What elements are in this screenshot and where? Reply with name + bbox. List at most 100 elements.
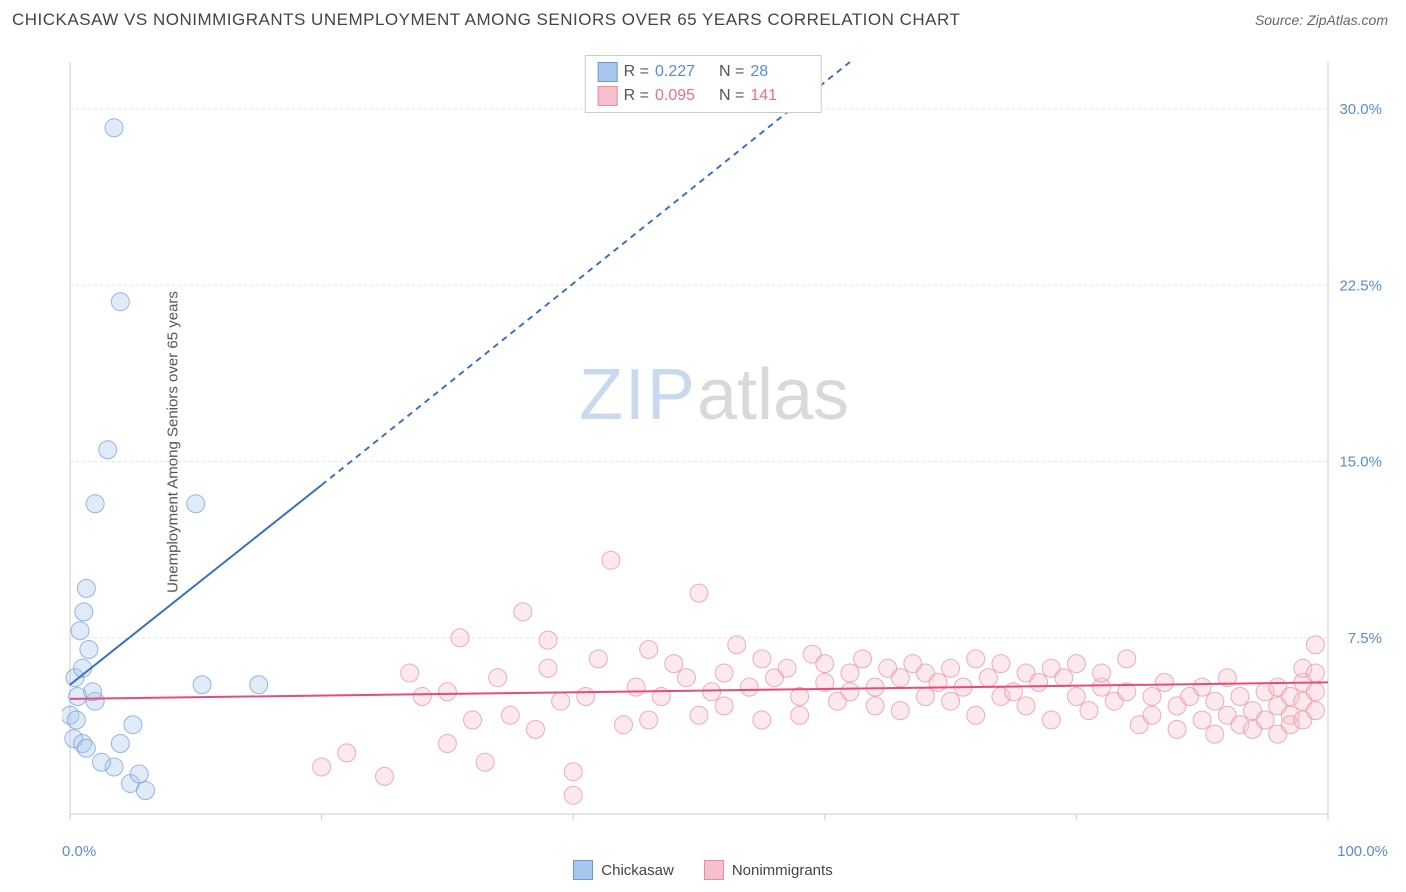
scatter-point <box>514 603 532 621</box>
scatter-point <box>438 683 456 701</box>
scatter-point <box>1143 706 1161 724</box>
scatter-point <box>71 622 89 640</box>
scatter-point <box>552 692 570 710</box>
scatter-point <box>136 782 154 800</box>
svg-text:7.5%: 7.5% <box>1348 630 1382 647</box>
scatter-point <box>929 673 947 691</box>
scatter-point <box>841 683 859 701</box>
x-min-label: 0.0% <box>62 843 96 860</box>
scatter-point <box>338 744 356 762</box>
scatter-point <box>728 636 746 654</box>
scatter-point <box>1143 688 1161 706</box>
scatter-point <box>111 293 129 311</box>
scatter-point <box>967 706 985 724</box>
scatter-point <box>69 688 87 706</box>
scatter-point <box>1193 678 1211 696</box>
scatter-point <box>589 650 607 668</box>
scatter-point <box>1155 673 1173 691</box>
scatter-point <box>376 767 394 785</box>
scatter-point <box>438 735 456 753</box>
legend-label: Chickasaw <box>601 862 674 879</box>
scatter-point <box>1193 711 1211 729</box>
scatter-point <box>1030 673 1048 691</box>
scatter-point <box>816 655 834 673</box>
trend-line-chickasaw-solid <box>70 485 322 685</box>
n-label: N = <box>719 63 744 81</box>
stats-row: R =0.095N =141 <box>598 84 809 108</box>
scatter-point <box>967 650 985 668</box>
x-max-label: 100.0% <box>1337 843 1388 860</box>
scatter-point <box>615 716 633 734</box>
scatter-point <box>1306 664 1324 682</box>
scatter-point <box>854 650 872 668</box>
scatter-point <box>891 702 909 720</box>
scatter-point <box>526 720 544 738</box>
scatter-point <box>791 706 809 724</box>
scatter-point <box>740 678 758 696</box>
stats-swatch <box>598 86 618 106</box>
stats-swatch <box>598 62 618 82</box>
trend-line-chickasaw-dashed <box>322 62 850 485</box>
scatter-point <box>86 495 104 513</box>
scatter-point <box>187 495 205 513</box>
scatter-point <box>1306 702 1324 720</box>
x-axis-labels: 0.0% 100.0% <box>62 843 1388 860</box>
scatter-point <box>99 441 117 459</box>
stats-row: R =0.227N =28 <box>598 60 809 84</box>
scatter-point <box>690 706 708 724</box>
legend-label: Nonimmigrants <box>732 862 833 879</box>
chart-header: CHICKASAW VS NONIMMIGRANTS UNEMPLOYMENT … <box>0 0 1406 38</box>
scatter-point <box>130 765 148 783</box>
scatter-point <box>476 753 494 771</box>
scatter-point <box>67 711 85 729</box>
scatter-point <box>451 629 469 647</box>
scatter-point <box>193 676 211 694</box>
series-legend: Chickasaw Nonimmigrants <box>0 860 1406 880</box>
r-label: R = <box>624 63 649 81</box>
scatter-point <box>1256 711 1274 729</box>
scatter-point <box>640 641 658 659</box>
legend-item: Chickasaw <box>573 860 674 880</box>
scatter-point <box>124 716 142 734</box>
scatter-plot-svg: 7.5% 15.0% 22.5% 30.0% <box>62 52 1388 832</box>
scatter-point <box>250 676 268 694</box>
r-value: 0.227 <box>655 63 713 81</box>
scatter-point <box>1168 720 1186 738</box>
scatter-point <box>1206 692 1224 710</box>
scatter-point <box>841 664 859 682</box>
scatter-point <box>1055 669 1073 687</box>
scatter-point <box>1306 636 1324 654</box>
scatter-point <box>942 659 960 677</box>
n-label: N = <box>719 87 744 105</box>
scatter-point <box>690 584 708 602</box>
scatter-point <box>778 659 796 677</box>
scatter-point <box>539 631 557 649</box>
scatter-point <box>1042 711 1060 729</box>
scatter-point <box>703 683 721 701</box>
plot-area: Unemployment Among Seniors over 65 years… <box>40 52 1388 832</box>
r-label: R = <box>624 87 649 105</box>
svg-text:22.5%: 22.5% <box>1339 277 1382 294</box>
scatter-point <box>992 655 1010 673</box>
scatter-point <box>1093 664 1111 682</box>
scatter-point <box>413 688 431 706</box>
scatter-point <box>1231 688 1249 706</box>
scatter-point <box>753 711 771 729</box>
scatter-point <box>715 664 733 682</box>
r-value: 0.095 <box>655 87 713 105</box>
scatter-point <box>677 669 695 687</box>
scatter-point <box>75 603 93 621</box>
svg-text:15.0%: 15.0% <box>1339 454 1382 471</box>
legend-swatch <box>704 860 724 880</box>
scatter-point <box>401 664 419 682</box>
scatter-point <box>866 678 884 696</box>
scatter-point <box>1118 650 1136 668</box>
scatter-point <box>665 655 683 673</box>
scatter-point <box>313 758 331 776</box>
scatter-point <box>916 688 934 706</box>
scatter-point <box>577 688 595 706</box>
scatter-point <box>539 659 557 677</box>
svg-text:30.0%: 30.0% <box>1339 101 1382 118</box>
scatter-point <box>1080 702 1098 720</box>
scatter-point <box>564 763 582 781</box>
